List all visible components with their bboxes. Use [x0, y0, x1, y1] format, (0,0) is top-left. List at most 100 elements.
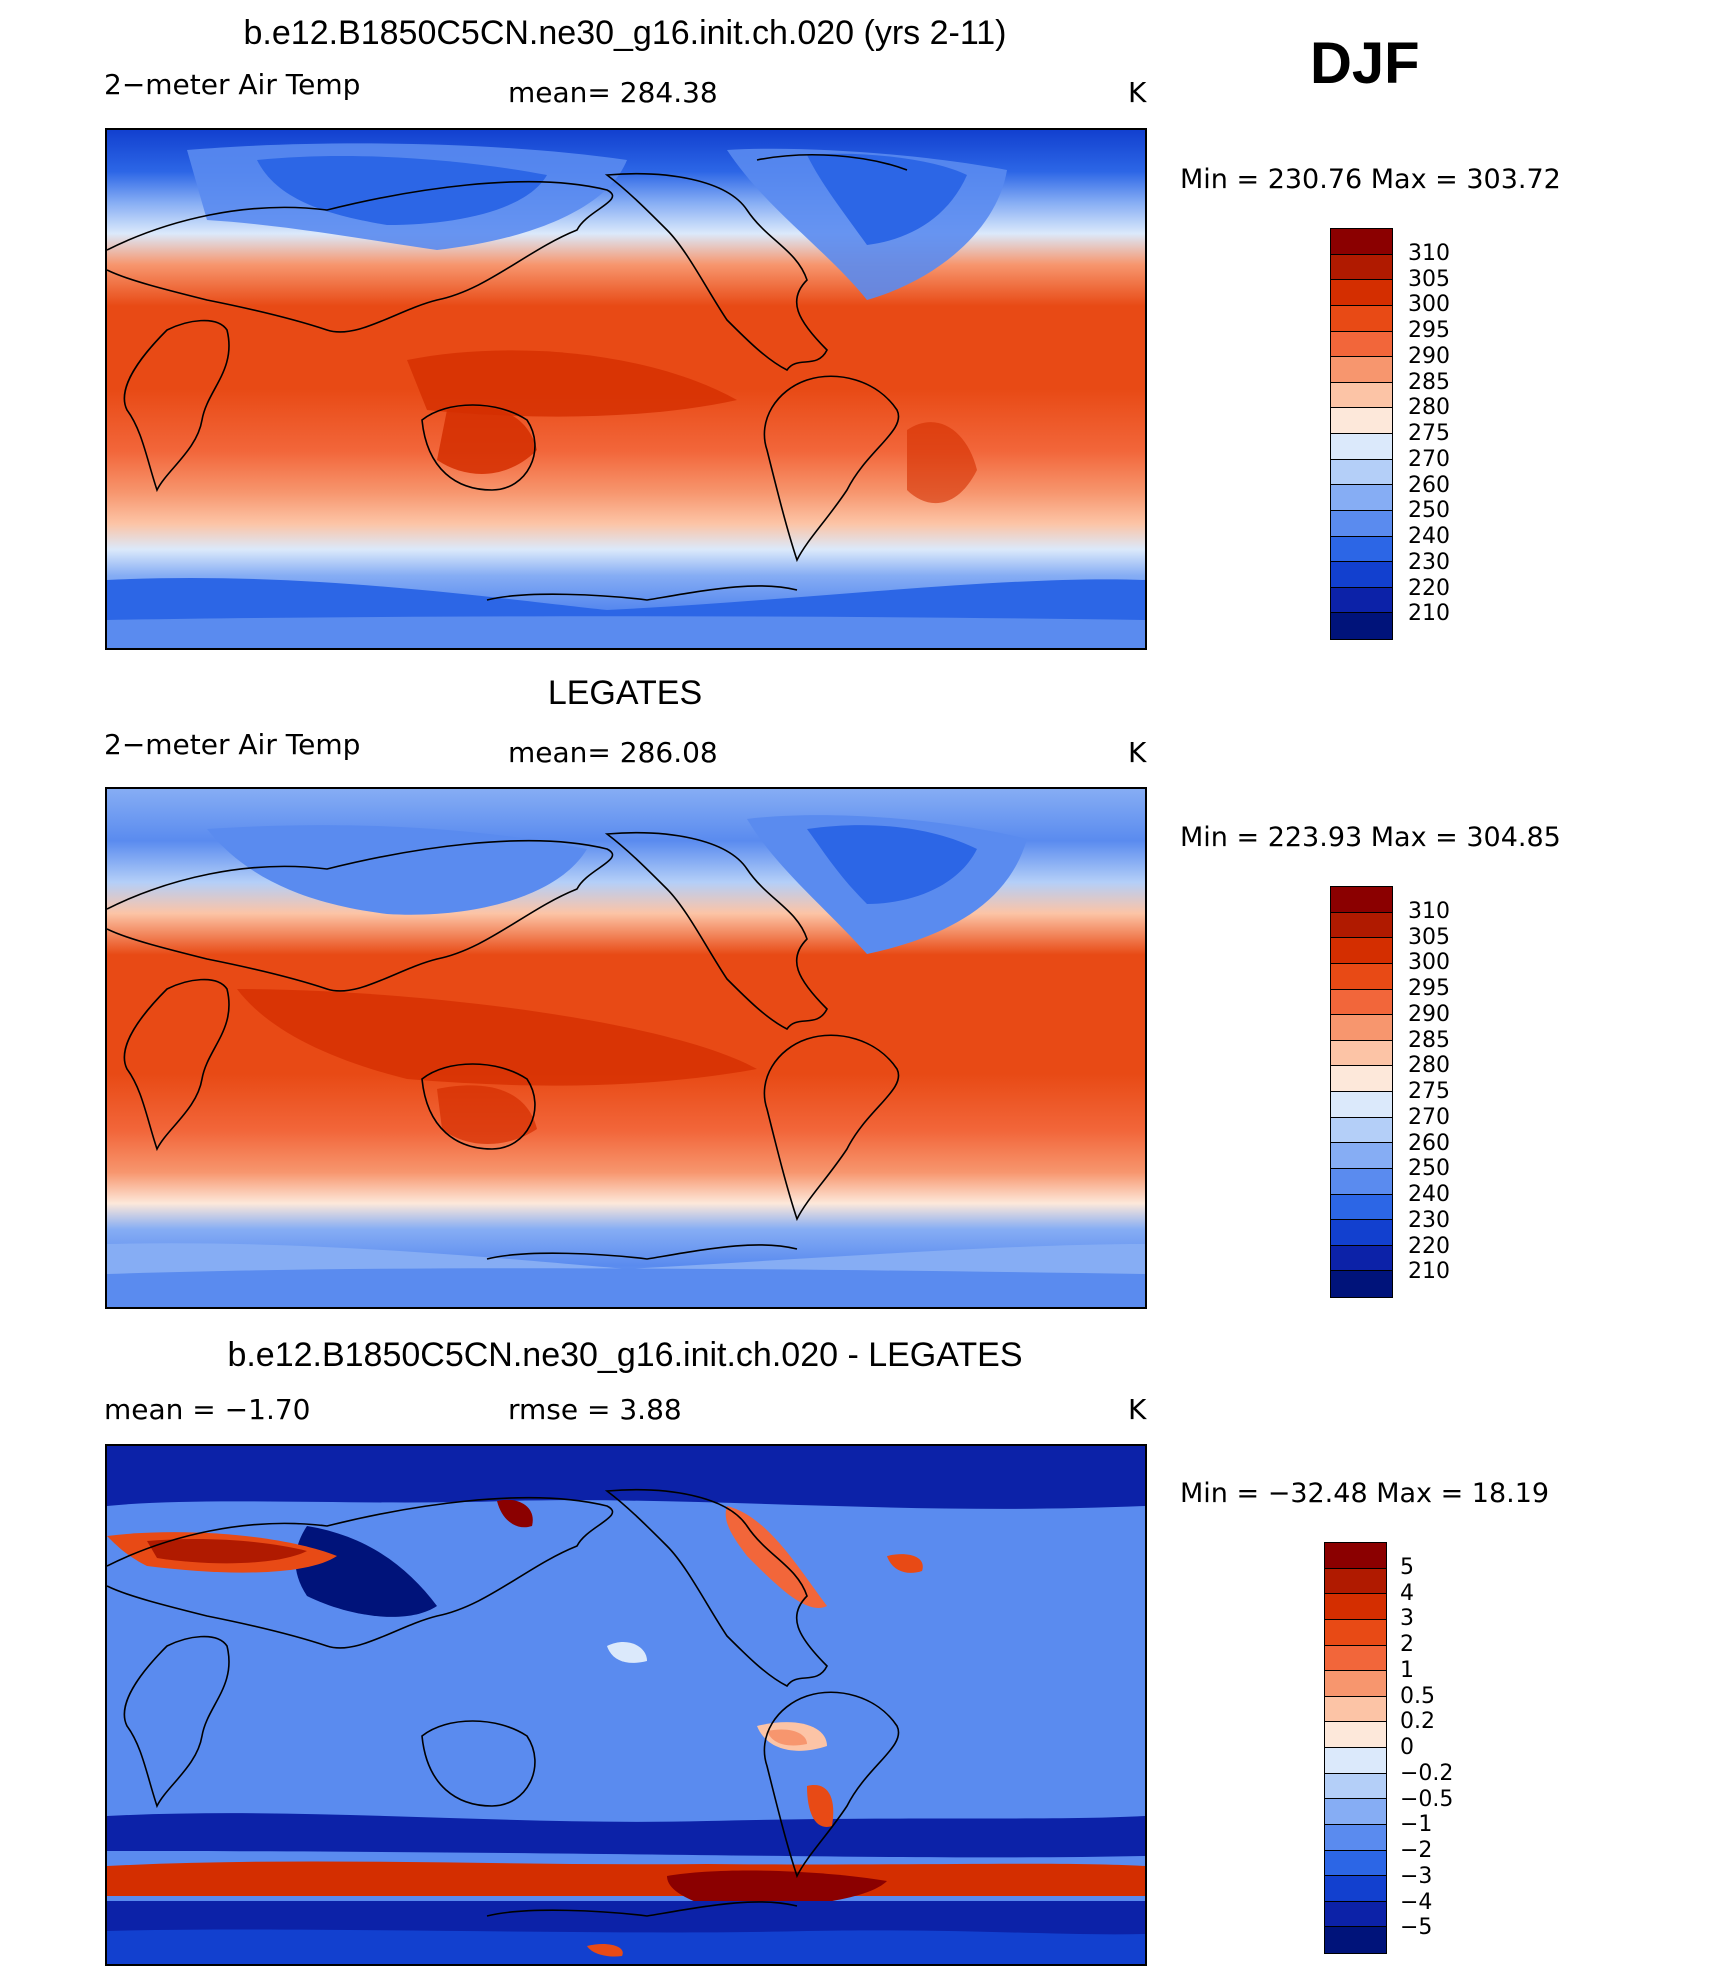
colorbar-swatch	[1325, 1901, 1386, 1928]
colorbar-tick-label: −0.2	[1400, 1760, 1454, 1786]
panel3-minmax: Min = −32.48 Max = 18.19	[1180, 1478, 1550, 1509]
colorbar-swatch	[1331, 1194, 1392, 1221]
colorbar-swatch	[1331, 587, 1392, 614]
colorbar-swatch	[1331, 1245, 1392, 1272]
colorbar-tick-label: 290	[1408, 1001, 1450, 1027]
colorbar-tick-label: 305	[1408, 924, 1450, 950]
colorbar-tick-label: 0	[1400, 1735, 1414, 1760]
panel2-variable-label: 2−meter Air Temp	[104, 728, 361, 761]
panel1-title: b.e12.B1850C5CN.ne30_g16.init.ch.020 (yr…	[243, 14, 1007, 52]
panel3-map-plot	[107, 1446, 1145, 1964]
panel2-minmax: Min = 223.93 Max = 304.85	[1180, 822, 1561, 853]
colorbar-tick-label: 4	[1400, 1580, 1414, 1606]
panel2-colorbar-ticks: 310 305 300 295 290 285 280 275 270 260 250 240 230 2…	[1408, 886, 1528, 1298]
colorbar-swatch	[1331, 331, 1392, 358]
colorbar-tick-label: 220	[1408, 575, 1450, 601]
colorbar-tick-label: −5	[1400, 1915, 1433, 1941]
colorbar-swatch	[1325, 1543, 1386, 1569]
colorbar-tick-label: 240	[1408, 524, 1450, 549]
colorbar-tick-label: 270	[1408, 1104, 1450, 1130]
panel1-map	[105, 128, 1147, 650]
panel3-mean-label: mean = −1.70	[104, 1393, 311, 1426]
colorbar-tick-label: 285	[1408, 369, 1450, 395]
colorbar-swatch	[1325, 1876, 1386, 1902]
colorbar-swatch	[1325, 1799, 1386, 1825]
colorbar-tick-label: 260	[1408, 472, 1450, 498]
colorbar-swatch	[1331, 254, 1392, 281]
colorbar-swatch	[1331, 613, 1392, 639]
panel1-map-plot	[107, 130, 1145, 648]
colorbar-swatch	[1331, 1040, 1392, 1067]
colorbar-tick-label: −1	[1400, 1812, 1433, 1838]
colorbar-tick-label: −2	[1400, 1838, 1433, 1863]
colorbar-swatch	[1331, 562, 1392, 588]
colorbar-tick-label: 230	[1408, 549, 1450, 575]
colorbar-swatch	[1331, 434, 1392, 460]
colorbar-swatch	[1325, 1850, 1386, 1877]
colorbar-tick-label: 280	[1408, 395, 1450, 421]
colorbar-swatch	[1325, 1568, 1386, 1595]
colorbar-tick-label: 295	[1408, 318, 1450, 343]
panel2-title: LEGATES	[547, 674, 703, 712]
panel1-mean-label: mean= 284.38	[508, 76, 718, 109]
colorbar-tick-label: 300	[1408, 292, 1450, 318]
panel3-rmse-label: rmse = 3.88	[508, 1393, 682, 1426]
colorbar-tick-label: 310	[1408, 240, 1450, 266]
colorbar-tick-label: 5	[1400, 1554, 1414, 1580]
colorbar-tick-label: 260	[1408, 1130, 1450, 1156]
colorbar-tick-label: 210	[1408, 601, 1450, 627]
colorbar-swatch	[1331, 912, 1392, 939]
panel3-map	[105, 1444, 1147, 1966]
colorbar-tick-label: 0.2	[1400, 1709, 1435, 1735]
colorbar-tick-label: −3	[1400, 1863, 1433, 1889]
colorbar-swatch	[1331, 357, 1392, 383]
panel2-units-label: K	[1128, 736, 1147, 769]
colorbar-tick-label: 270	[1408, 446, 1450, 472]
colorbar-swatch	[1331, 1015, 1392, 1041]
colorbar-swatch	[1331, 963, 1392, 990]
colorbar-swatch	[1325, 1619, 1386, 1646]
colorbar-tick-label: 275	[1408, 421, 1450, 446]
colorbar-tick-label: 285	[1408, 1027, 1450, 1053]
colorbar-swatch	[1325, 1824, 1386, 1851]
colorbar-swatch	[1331, 887, 1392, 913]
colorbar-swatch	[1325, 1927, 1386, 1953]
colorbar-tick-label: 3	[1400, 1606, 1414, 1632]
panel1-minmax: Min = 230.76 Max = 303.72	[1180, 164, 1561, 195]
panel3-colorbar	[1324, 1542, 1387, 1954]
colorbar-tick-label: 210	[1408, 1259, 1450, 1285]
colorbar-tick-label: 310	[1408, 898, 1450, 924]
colorbar-swatch	[1331, 485, 1392, 511]
season-label: DJF	[1310, 31, 1420, 96]
colorbar-swatch	[1331, 1066, 1392, 1092]
colorbar-tick-label: 305	[1408, 266, 1450, 292]
colorbar-swatch	[1331, 459, 1392, 486]
panel3-colorbar-ticks: 5 4 3 2 1 0.5 0.2 0 −0.2 −0.5 −1 −2 −3 −4 −5	[1400, 1542, 1530, 1954]
colorbar-swatch	[1331, 1143, 1392, 1169]
colorbar-tick-label: 0.5	[1400, 1683, 1435, 1709]
colorbar-swatch	[1325, 1594, 1386, 1620]
colorbar-tick-label: −4	[1400, 1889, 1433, 1915]
panel2-map	[105, 787, 1147, 1309]
colorbar-swatch	[1325, 1748, 1386, 1774]
colorbar-swatch	[1325, 1722, 1386, 1748]
colorbar-swatch	[1331, 938, 1392, 964]
colorbar-tick-label: 250	[1408, 498, 1450, 524]
colorbar-swatch	[1331, 1271, 1392, 1297]
panel2-colorbar	[1330, 886, 1393, 1298]
panel1-variable-label: 2−meter Air Temp	[104, 68, 361, 101]
colorbar-tick-label: 220	[1408, 1233, 1450, 1259]
colorbar-tick-label: −0.5	[1400, 1786, 1454, 1812]
colorbar-tick-label: 1	[1400, 1657, 1414, 1683]
colorbar-swatch	[1331, 305, 1392, 332]
panel2-mean-label: mean= 286.08	[508, 736, 718, 769]
colorbar-swatch	[1331, 1092, 1392, 1118]
colorbar-tick-label: 2	[1400, 1632, 1414, 1657]
colorbar-swatch	[1331, 1117, 1392, 1144]
colorbar-tick-label: 250	[1408, 1156, 1450, 1182]
panel3-units-label: K	[1128, 1393, 1147, 1426]
colorbar-swatch	[1331, 382, 1392, 409]
colorbar-tick-label: 275	[1408, 1079, 1450, 1104]
colorbar-swatch	[1325, 1696, 1386, 1723]
colorbar-tick-label: 290	[1408, 343, 1450, 369]
